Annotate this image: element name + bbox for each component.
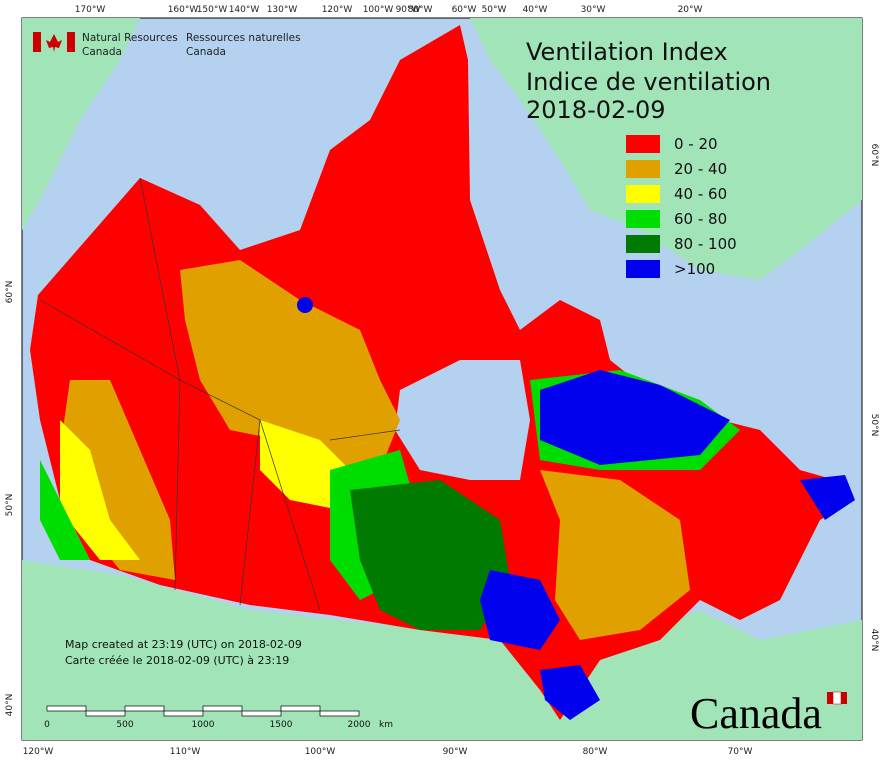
agency-name: Natural Resources: [82, 32, 178, 44]
scale-segment: [241, 710, 282, 717]
flag-bar: [827, 692, 833, 704]
scale-segment: [46, 705, 87, 712]
longitude-label: 120°W: [322, 5, 353, 15]
map-title: Indice de ventilation: [526, 68, 771, 96]
longitude-label: 140°W: [229, 5, 260, 15]
usa: [22, 560, 862, 740]
longitude-label: 90°W: [396, 5, 421, 15]
boundaries: [39, 177, 401, 611]
legend-label: 0 - 20: [674, 135, 718, 153]
zone-40-60: [60, 420, 140, 560]
zone-over-100: [540, 370, 730, 465]
scale-label: 1000: [192, 720, 215, 730]
latitude-label: 40°N: [869, 629, 879, 652]
legend-label: >100: [674, 260, 715, 278]
scale-segment: [280, 705, 321, 712]
scale-label: 1500: [270, 720, 293, 730]
latitude-label: 60°N: [869, 144, 879, 167]
agency-name: Canada: [82, 46, 122, 58]
longitude-label: 20°W: [678, 5, 703, 15]
agency-name: Ressources naturelles: [186, 32, 301, 44]
legend-swatch: [626, 135, 660, 153]
longitude-label: 160°W: [168, 5, 199, 15]
latitude-label: 50°N: [5, 494, 15, 517]
longitude-label: 60°W: [452, 5, 477, 15]
longitude-label: 30°W: [581, 5, 606, 15]
longitude-label: 90°W: [443, 747, 468, 757]
agency-name: Canada: [186, 46, 226, 58]
latitude-label: 50°N: [869, 414, 879, 437]
zone-over-100: [540, 665, 600, 720]
legend-label: 20 - 40: [674, 160, 727, 178]
scale-bar: 0 500 1000 1500 2000 km: [44, 705, 393, 730]
zone-over-100: [480, 570, 560, 650]
greenland: [470, 18, 862, 280]
zone-80-100: [350, 480, 510, 630]
legend-label: 60 - 80: [674, 210, 727, 228]
longitude-label: 40°W: [523, 5, 548, 15]
scale-label: 500: [116, 720, 133, 730]
longitude-label: 80°W: [408, 5, 433, 15]
scale-segment: [85, 710, 126, 717]
flag-bar: [67, 32, 75, 52]
longitude-label: 70°W: [728, 747, 753, 757]
scale-label: 2000: [348, 720, 371, 730]
hudson-bay: [395, 360, 530, 480]
credit: Map created at 23:19 (UTC) on 2018-02-09: [65, 638, 302, 651]
alaska: [22, 18, 140, 230]
zone-20-40: [180, 260, 400, 470]
scale-segment: [163, 710, 204, 717]
legend-label: 40 - 60: [674, 185, 727, 203]
maple-leaf: [46, 34, 62, 52]
zone-over-100: [297, 297, 313, 313]
longitude-label: 150°W: [197, 5, 228, 15]
map-title: Ventilation Index: [526, 38, 728, 66]
longitude-label: 100°W: [363, 5, 394, 15]
legend-swatch: [626, 260, 660, 278]
flag-field: [832, 691, 842, 705]
zone-20-40: [540, 470, 690, 640]
legend-swatch: [626, 210, 660, 228]
credit: Carte créée le 2018-02-09 (UTC) à 23:19: [65, 654, 289, 667]
scale-label: 0: [44, 720, 50, 730]
flag-bar: [33, 32, 41, 52]
scale-segment: [202, 705, 243, 712]
longitude-label: 110°W: [170, 747, 201, 757]
zone-over-100: [800, 475, 855, 520]
legend: 0 - 20 20 - 40 40 - 60 60 - 80 80 - 100 >100: [626, 135, 737, 278]
longitude-label: 80°W: [583, 747, 608, 757]
longitude-label: 130°W: [267, 5, 298, 15]
longitude-label: 50°W: [482, 5, 507, 15]
scale-unit: km: [379, 720, 393, 730]
legend-swatch: [626, 235, 660, 253]
legend-swatch: [626, 185, 660, 203]
flag-bar: [841, 692, 847, 704]
longitude-label: 100°W: [305, 747, 336, 757]
longitude-label: 120°W: [23, 747, 54, 757]
wordmark: Canada: [690, 689, 822, 738]
legend-swatch: [626, 160, 660, 178]
latitude-label: 60°N: [5, 281, 15, 304]
scale-segment: [124, 705, 165, 712]
latitude-label: 40°N: [5, 694, 15, 717]
longitude-label: 170°W: [75, 5, 106, 15]
legend-label: 80 - 100: [674, 235, 737, 253]
scale-segment: [319, 710, 360, 717]
zone-60-80: [40, 460, 90, 560]
map-date: 2018-02-09: [526, 96, 665, 124]
